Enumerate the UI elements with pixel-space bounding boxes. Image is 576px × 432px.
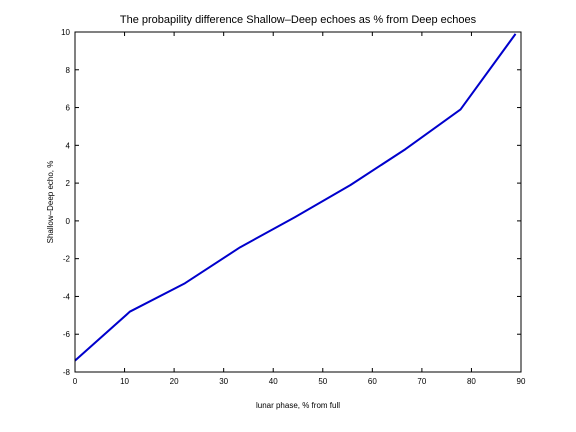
x-axis-label: lunar phase, % from full [256, 401, 340, 410]
x-tick-label: 10 [120, 377, 129, 386]
y-axis-label: Shallow–Deep echo, % [46, 161, 55, 244]
plot-frame [74, 31, 522, 373]
y-tick-label: 2 [66, 179, 71, 188]
y-tick-label: -8 [63, 368, 71, 377]
x-tick-label: 40 [269, 377, 278, 386]
x-tick-label: 70 [417, 377, 426, 386]
x-tick-label: 30 [219, 377, 228, 386]
x-tick-label: 80 [467, 377, 476, 386]
x-tick-label: 60 [368, 377, 377, 386]
y-tick-label: 8 [66, 66, 71, 75]
x-tick-label: 90 [517, 377, 526, 386]
chart-title: The probapility difference Shallow–Deep … [120, 14, 477, 26]
series-layer [74, 33, 517, 362]
x-tick-label: 0 [73, 377, 78, 386]
y-tick-label: -2 [63, 255, 71, 264]
y-tick-label: 6 [66, 104, 71, 113]
y-tick-label: 4 [66, 141, 71, 150]
y-tick-label: 10 [61, 28, 70, 37]
y-tick-label: 0 [66, 217, 71, 226]
y-tick-label: -6 [63, 330, 71, 339]
x-tick-label: 20 [170, 377, 179, 386]
series-line [74, 33, 517, 362]
axis-ticks: 0 10 20 30 40 50 60 70 80 90 -8 -6 -4 -2 0 2 4 6 8 10 [61, 28, 526, 386]
x-tick-label: 50 [318, 377, 327, 386]
y-tick-label: -4 [63, 292, 71, 301]
